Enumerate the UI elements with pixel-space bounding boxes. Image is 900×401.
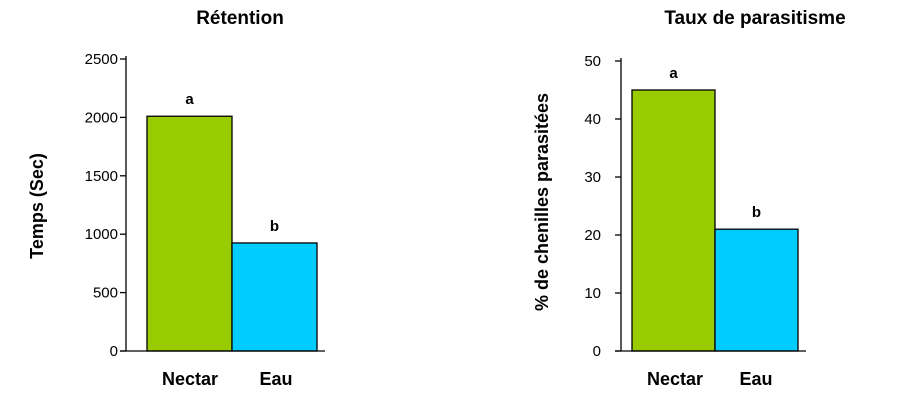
bar-eau xyxy=(231,242,318,352)
y-tick-label: 0 xyxy=(110,343,118,360)
y-tick-label: 2000 xyxy=(85,109,118,126)
x-tick-label: Eau xyxy=(259,369,292,389)
y-tick-label: 40 xyxy=(584,111,601,128)
x-tick-label: Eau xyxy=(739,369,772,389)
data-label: b xyxy=(270,218,279,235)
y-tick-label: 2500 xyxy=(85,51,118,68)
y-tick-label: 10 xyxy=(584,285,601,302)
x-tick-label: Nectar xyxy=(162,369,218,389)
y-tick-label: 1500 xyxy=(85,168,118,185)
y-axis-label: % de chenilles parasitées xyxy=(532,93,552,311)
y-tick-label: 20 xyxy=(584,227,601,244)
data-label: a xyxy=(669,65,678,82)
retention-chart: Rétention Temps (Sec) a b 0 500 1000 1500 2000… xyxy=(27,8,325,389)
y-tick-label: 500 xyxy=(93,285,118,302)
bar-nectar xyxy=(146,115,233,352)
data-label: a xyxy=(185,91,194,108)
y-tick-label: 0 xyxy=(593,343,601,360)
chart-title: Rétention xyxy=(196,8,284,29)
bar-eau xyxy=(714,228,799,352)
chart-title: Taux de parasitisme xyxy=(664,8,845,29)
bar-nectar xyxy=(631,89,716,352)
parasitism-chart: Taux de parasitisme % de chenilles paras… xyxy=(532,8,846,389)
y-axis-label: Temps (Sec) xyxy=(27,153,47,259)
data-label: b xyxy=(752,204,761,221)
y-tick-label: 30 xyxy=(584,169,601,186)
y-tick-label: 50 xyxy=(584,53,601,70)
y-tick-label: 1000 xyxy=(85,226,118,243)
x-tick-label: Nectar xyxy=(647,369,703,389)
